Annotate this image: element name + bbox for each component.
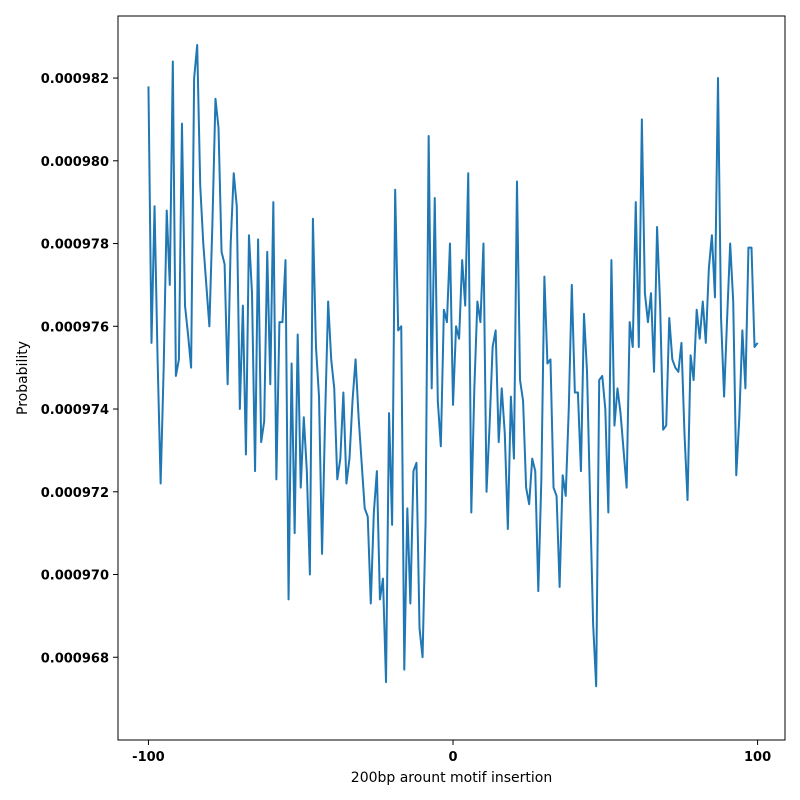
series-layer — [147, 43, 759, 688]
x-axis-label: 200bp arount motif insertion — [351, 770, 552, 786]
plot-frame — [117, 15, 786, 741]
y-axis: 0.000968 0.000970 0.000972 0.000974 0.000976… — [41, 72, 118, 666]
y-tick-label: 0.000974 — [41, 403, 109, 418]
y-tick-label: 0.000978 — [41, 238, 109, 253]
x-tick-label: 0 — [448, 750, 457, 765]
y-tick-label: 0.000982 — [41, 72, 109, 87]
x-tick-label: 100 — [744, 750, 771, 765]
plot-background — [118, 16, 785, 740]
y-tick-label: 0.000972 — [41, 486, 109, 501]
y-tick-label: 0.000980 — [41, 155, 109, 170]
y-tick-label: 0.000976 — [41, 320, 109, 335]
x-axis: -100 0 100 — [132, 740, 771, 765]
y-tick-label: 0.000970 — [41, 569, 109, 584]
x-tick-label: -100 — [132, 750, 165, 765]
series-line — [147, 43, 759, 688]
y-tick-label: 0.000968 — [41, 651, 109, 666]
y-axis-label: Probability — [15, 341, 31, 415]
